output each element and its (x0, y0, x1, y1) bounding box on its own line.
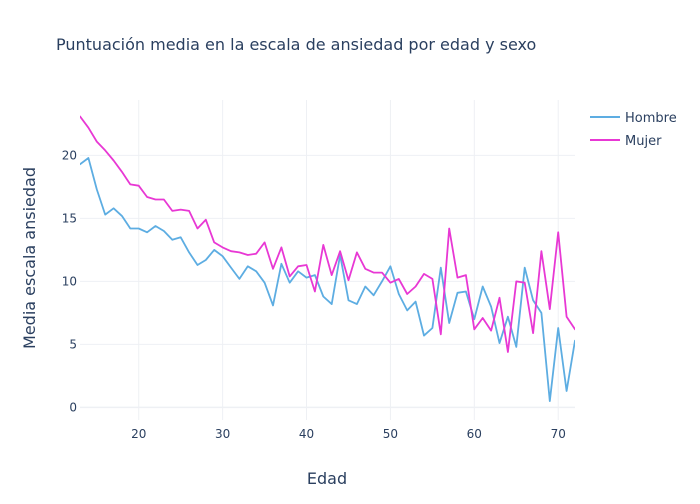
y-tick-label: 10 (62, 274, 77, 288)
legend-label: Hombre (625, 111, 677, 126)
legend-item-mujer[interactable]: Mujer (590, 134, 662, 149)
series-line-hombre[interactable] (80, 157, 575, 403)
y-tick-label: 5 (69, 337, 77, 351)
x-axis-title: Edad (307, 469, 347, 488)
legend[interactable]: Hombre Mujer (590, 111, 677, 149)
chart-title: Puntuación media en la escala de ansieda… (56, 35, 536, 54)
tick-labels: 20 30 40 50 60 70 0 5 10 15 20 (62, 148, 566, 441)
legend-item-hombre[interactable]: Hombre (590, 111, 677, 126)
x-tick-label: 60 (467, 427, 482, 441)
y-tick-label: 15 (62, 211, 77, 225)
x-tick-label: 70 (551, 427, 566, 441)
x-tick-label: 40 (299, 427, 314, 441)
legend-label: Mujer (625, 134, 662, 149)
y-tick-label: 20 (62, 148, 77, 162)
x-tick-label: 30 (215, 427, 230, 441)
series-line-mujer[interactable] (80, 115, 575, 353)
y-axis-title: Media escala ansiedad (20, 167, 39, 349)
x-tick-label: 20 (131, 427, 146, 441)
x-tick-label: 50 (383, 427, 398, 441)
grid (80, 100, 575, 420)
y-tick-label: 0 (69, 400, 77, 414)
series-lines (80, 115, 575, 403)
